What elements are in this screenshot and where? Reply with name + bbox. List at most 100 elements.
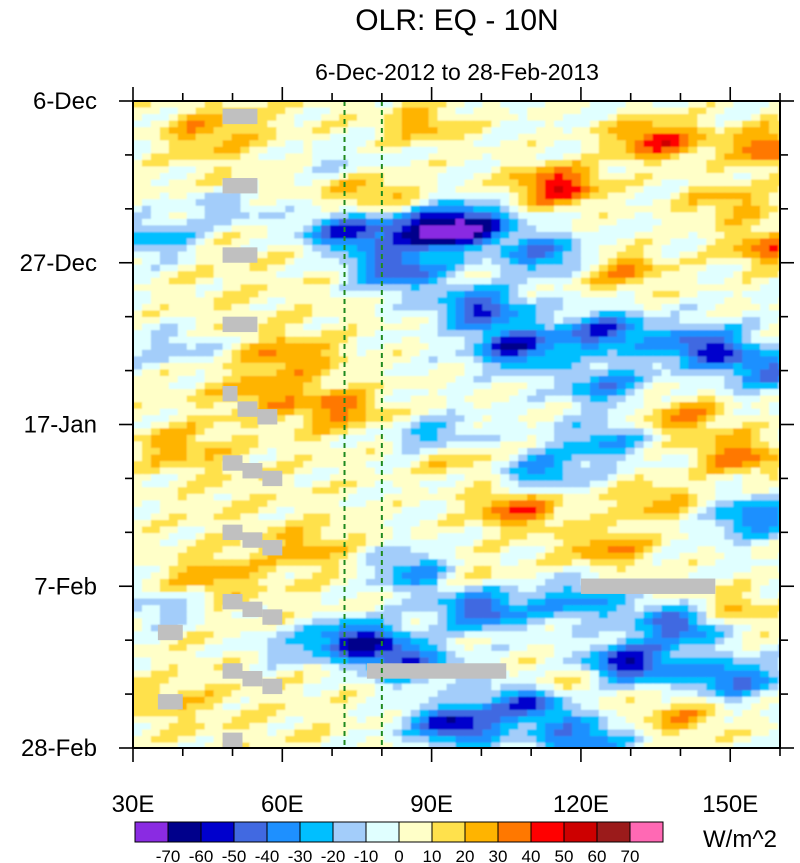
field-cell: [518, 146, 528, 155]
field-cell: [652, 101, 663, 109]
field-cell: [419, 474, 430, 482]
field-cell: [356, 395, 367, 403]
field-cell: [141, 114, 152, 122]
field-cell: [491, 323, 502, 331]
field-cell: [554, 205, 564, 214]
field-cell: [348, 258, 358, 266]
field-cell: [616, 303, 627, 312]
field-cell: [625, 408, 636, 417]
field-cell: [222, 231, 233, 240]
field-cell: [643, 474, 654, 482]
field-cell: [374, 421, 385, 430]
field-cell: [133, 303, 143, 312]
field-cell: [150, 389, 161, 397]
field-cell: [258, 434, 269, 443]
field-cell: [464, 467, 475, 475]
field-cell: [383, 454, 394, 462]
field-cell: [661, 159, 672, 168]
field-cell: [500, 402, 511, 410]
field-cell: [688, 441, 699, 449]
field-cell: [589, 238, 600, 246]
field-cell: [321, 231, 331, 240]
field-cell: [697, 441, 708, 449]
field-cell: [419, 218, 430, 227]
field-cell: [751, 146, 761, 155]
field-cell: [294, 205, 305, 214]
field-cell: [240, 421, 251, 430]
field-cell: [571, 447, 582, 456]
field-cell: [392, 408, 403, 417]
field-cell: [589, 120, 600, 128]
field-cell: [616, 402, 627, 410]
field-cell: [437, 153, 448, 161]
field-cell: [607, 218, 618, 227]
field-cell: [374, 173, 385, 181]
field-cell: [446, 421, 457, 430]
field-cell: [563, 199, 573, 207]
field-cell: [312, 487, 322, 495]
field-cell: [285, 114, 296, 122]
field-cell: [455, 356, 466, 364]
field-cell: [670, 317, 681, 325]
field-cell: [204, 173, 215, 181]
field-cell: [321, 428, 331, 436]
field-cell: [383, 447, 394, 456]
field-cell: [598, 349, 609, 358]
field-cell: [186, 218, 197, 227]
field-cell: [348, 480, 358, 489]
field-cell: [285, 159, 296, 168]
field-cell: [733, 146, 743, 155]
field-cell: [661, 303, 672, 312]
field-cell: [141, 205, 152, 214]
field-cell: [455, 533, 466, 541]
field-cell: [258, 218, 269, 227]
field-cell: [706, 369, 717, 377]
field-cell: [133, 389, 143, 397]
field-cell: [607, 284, 618, 292]
field-cell: [688, 349, 699, 358]
field-cell: [267, 362, 278, 371]
field-cell: [446, 389, 457, 397]
field-cell: [697, 402, 708, 410]
field-cell: [742, 120, 752, 128]
field-cell: [724, 310, 735, 318]
field-cell: [724, 467, 735, 475]
field-cell: [365, 258, 376, 266]
field-cell: [464, 421, 475, 430]
field-cell: [634, 310, 645, 318]
field-cell: [133, 356, 143, 364]
field-cell: [383, 120, 394, 128]
field-cell: [330, 114, 340, 122]
field-cell: [625, 310, 636, 318]
field-cell: [168, 264, 179, 273]
field-cell: [598, 421, 609, 430]
field-cell: [159, 375, 170, 384]
field-cell: [339, 447, 349, 456]
field-cell: [769, 369, 779, 377]
field-cell: [742, 336, 752, 345]
field-cell: [688, 421, 699, 430]
field-cell: [437, 382, 448, 390]
field-cell: [545, 212, 555, 220]
field-cell: [141, 533, 152, 541]
field-cell: [312, 284, 322, 292]
field-cell: [401, 441, 412, 449]
field-cell: [177, 454, 188, 462]
field-cell: [464, 389, 475, 397]
field-cell: [141, 212, 152, 220]
field-cell: [330, 415, 340, 423]
field-cell: [652, 375, 663, 384]
field-cell: [598, 362, 609, 371]
field-cell: [670, 271, 681, 279]
field-cell: [625, 356, 636, 364]
field-cell: [643, 192, 654, 201]
field-cell: [742, 238, 752, 246]
field-cell: [536, 264, 546, 273]
field-cell: [697, 284, 708, 292]
field-cell: [410, 199, 421, 207]
field-cell: [482, 330, 493, 338]
field-cell: [697, 480, 708, 489]
field-cell: [670, 375, 681, 384]
field-cell: [374, 290, 385, 299]
field-cell: [231, 369, 242, 377]
